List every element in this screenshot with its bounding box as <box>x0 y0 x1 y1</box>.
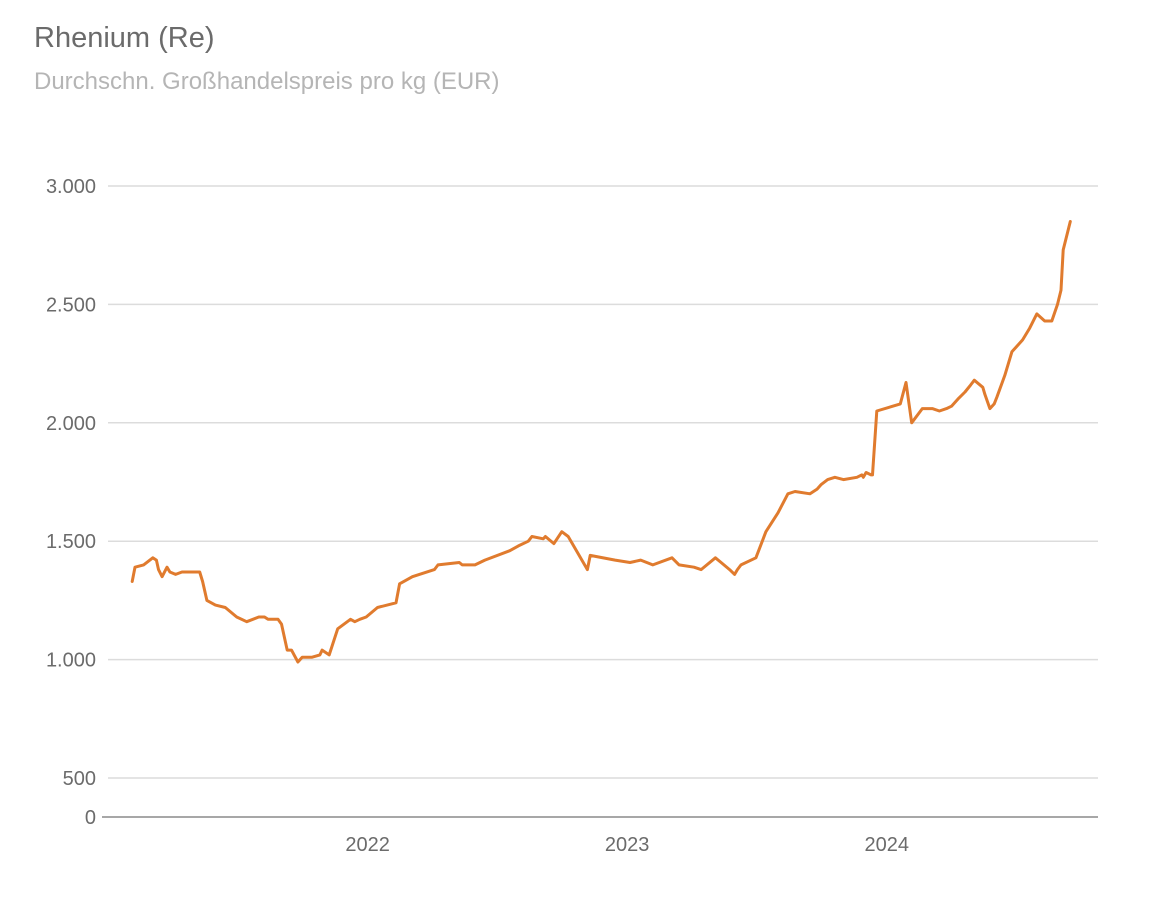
chart-title: Rhenium (Re) <box>34 22 215 54</box>
y-axis-tick-labels: 0 500 1.000 1.500 2.000 2.500 3.000 <box>46 176 96 829</box>
y-tick-label: 0 <box>85 807 96 829</box>
x-axis-tick-labels: 2022 2023 2024 <box>345 834 909 856</box>
y-tick-label: 1.500 <box>46 531 96 553</box>
y-tick-label: 3.000 <box>46 176 96 198</box>
gridlines <box>108 185 1098 779</box>
x-tick-label: 2024 <box>865 834 910 856</box>
y-tick-label: 500 <box>63 768 96 790</box>
series-line-rhenium-price <box>130 220 1072 664</box>
chart-subtitle: Durchschn. Großhandelspreis pro kg (EUR) <box>34 68 500 95</box>
y-tick-label: 2.000 <box>46 413 96 435</box>
y-tick-label: 1.000 <box>46 650 96 672</box>
x-tick-label: 2022 <box>345 834 390 856</box>
x-tick-label: 2023 <box>605 834 650 856</box>
y-tick-label: 2.500 <box>46 294 96 316</box>
